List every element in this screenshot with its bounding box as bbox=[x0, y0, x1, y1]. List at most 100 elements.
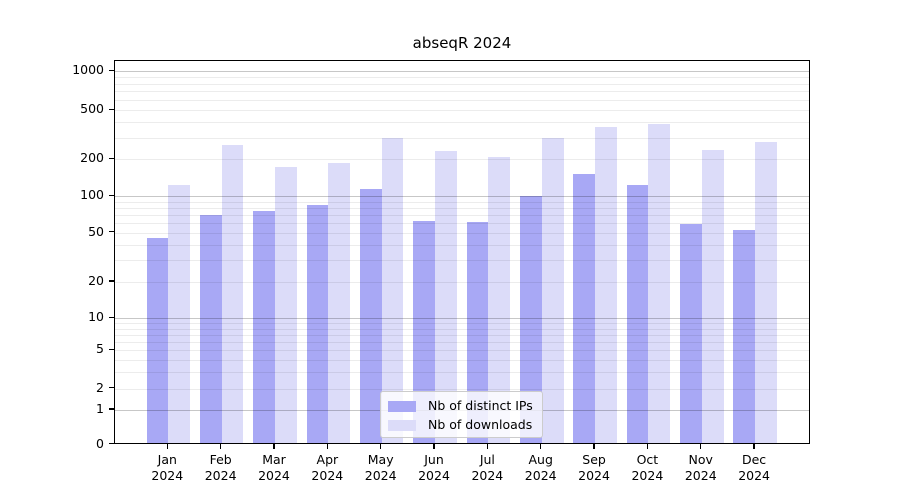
chart-title: abseqR 2024 bbox=[412, 34, 512, 52]
bar-distinct-ips-may bbox=[359, 189, 382, 443]
y-tick-label-2: 2 bbox=[96, 379, 104, 395]
gridline-y-90 bbox=[115, 201, 809, 203]
gridline-y-50 bbox=[115, 232, 809, 234]
gridline-y-60 bbox=[115, 223, 809, 225]
x-tick-mark-nov bbox=[700, 444, 702, 449]
x-tick-mark-jan bbox=[166, 444, 168, 449]
gridline-y-6 bbox=[115, 341, 809, 343]
y-tick-mark-0 bbox=[108, 442, 114, 445]
x-tick-mark-dec bbox=[753, 444, 755, 449]
bar-distinct-ips-apr bbox=[306, 205, 329, 443]
bar-downloads-mar bbox=[274, 167, 297, 443]
bar-downloads-jun bbox=[435, 150, 457, 443]
gridline-y-9 bbox=[115, 323, 809, 325]
y-tick-label-200: 200 bbox=[80, 150, 104, 166]
bar-downloads-may bbox=[381, 138, 404, 443]
y-tick-label-100: 100 bbox=[80, 187, 104, 203]
bar-downloads-feb bbox=[221, 145, 244, 443]
legend-swatch-distinct-ips bbox=[388, 401, 416, 412]
y-tick-label-0: 0 bbox=[96, 435, 104, 451]
legend-swatch-downloads bbox=[388, 420, 416, 431]
x-tick-label-feb: Feb 2024 bbox=[204, 452, 237, 483]
y-tick-label-20: 20 bbox=[88, 273, 104, 288]
bar-distinct-ips-oct bbox=[626, 185, 649, 443]
gridline-y-20 bbox=[115, 282, 809, 283]
gridline-y-700 bbox=[115, 91, 809, 93]
x-tick-mark-aug bbox=[540, 444, 542, 449]
gridline-y-1000 bbox=[115, 71, 809, 73]
bar-downloads-apr bbox=[328, 162, 351, 443]
gridline-y-400 bbox=[115, 122, 809, 124]
bar-downloads-dec bbox=[755, 141, 777, 443]
x-tick-mark-sep bbox=[593, 444, 595, 449]
x-tick-label-jun: Jun 2024 bbox=[418, 452, 450, 483]
gridline-y-8 bbox=[115, 328, 809, 330]
bar-distinct-ips-sep bbox=[573, 174, 596, 443]
x-tick-label-sep: Sep 2024 bbox=[578, 452, 610, 483]
y-tick-label-500: 500 bbox=[80, 101, 104, 117]
gridline-y-2 bbox=[115, 388, 809, 390]
y-tick-mark-1 bbox=[108, 408, 114, 410]
gridline-y-10 bbox=[115, 318, 809, 320]
y-tick-label-1000: 1000 bbox=[72, 62, 104, 78]
legend: Nb of distinct IPs Nb of downloads bbox=[380, 391, 543, 438]
gridline-y-3 bbox=[115, 371, 809, 373]
gridline-y-100 bbox=[115, 196, 809, 198]
bar-downloads-sep bbox=[595, 127, 617, 443]
y-tick-mark-200 bbox=[108, 157, 114, 159]
bar-distinct-ips-nov bbox=[679, 224, 702, 443]
gridline-y-600 bbox=[115, 100, 809, 102]
gridline-y-30 bbox=[115, 260, 809, 262]
x-tick-label-nov: Nov 2024 bbox=[684, 452, 717, 483]
y-tick-mark-10 bbox=[108, 316, 114, 318]
x-tick-mark-feb bbox=[220, 444, 222, 449]
y-tick-label-50: 50 bbox=[88, 223, 104, 239]
x-tick-mark-mar bbox=[273, 444, 275, 449]
bar-downloads-aug bbox=[541, 138, 564, 443]
x-tick-label-mar: Mar 2024 bbox=[258, 452, 290, 483]
legend-label-distinct-ips: Nb of distinct IPs bbox=[428, 398, 533, 413]
bar-distinct-ips-jul bbox=[466, 222, 489, 443]
gridline-y-5 bbox=[115, 350, 809, 352]
y-tick-label-5: 5 bbox=[96, 341, 104, 357]
x-tick-mark-apr bbox=[326, 444, 328, 449]
x-tick-mark-jul bbox=[486, 444, 488, 449]
bar-downloads-jul bbox=[488, 156, 511, 443]
x-tick-mark-jun bbox=[433, 444, 435, 449]
y-tick-mark-20 bbox=[108, 280, 114, 282]
y-tick-mark-100 bbox=[108, 194, 114, 196]
bar-downloads-nov bbox=[701, 149, 724, 443]
x-tick-label-apr: Apr 2024 bbox=[311, 452, 344, 483]
bar-downloads-jan bbox=[168, 185, 191, 443]
y-tick-mark-2 bbox=[108, 386, 114, 389]
x-tick-label-jul: Jul 2024 bbox=[471, 452, 504, 483]
x-tick-label-jan: Jan 2024 bbox=[151, 452, 184, 483]
gridline-y-300 bbox=[115, 137, 809, 139]
y-tick-mark-500 bbox=[108, 108, 114, 110]
x-tick-label-dec: Dec 2024 bbox=[738, 452, 770, 483]
bar-distinct-ips-dec bbox=[733, 230, 756, 443]
gridline-y-900 bbox=[115, 77, 809, 79]
gridline-y-40 bbox=[115, 244, 809, 246]
gridline-y-7 bbox=[115, 334, 809, 336]
y-tick-mark-50 bbox=[108, 231, 114, 233]
x-tick-label-aug: Aug 2024 bbox=[524, 452, 557, 483]
y-tick-mark-5 bbox=[108, 348, 114, 350]
gridline-y-4 bbox=[115, 359, 809, 361]
x-tick-mark-oct bbox=[646, 444, 648, 449]
legend-label-downloads: Nb of downloads bbox=[428, 417, 533, 432]
y-tick-label-10: 10 bbox=[88, 309, 104, 325]
x-tick-label-oct: Oct 2024 bbox=[631, 452, 664, 483]
bar-distinct-ips-jun bbox=[413, 220, 436, 443]
x-tick-label-may: May 2024 bbox=[364, 452, 397, 483]
bar-distinct-ips-aug bbox=[519, 195, 542, 443]
gridline-y-80 bbox=[115, 207, 809, 209]
bar-downloads-oct bbox=[648, 124, 671, 443]
y-tick-label-1: 1 bbox=[96, 401, 104, 416]
gridline-y-500 bbox=[115, 110, 809, 112]
y-tick-mark-1000 bbox=[108, 69, 114, 71]
gridline-y-800 bbox=[115, 83, 809, 85]
bar-distinct-ips-mar bbox=[253, 211, 275, 443]
gridline-y-200 bbox=[115, 159, 809, 161]
